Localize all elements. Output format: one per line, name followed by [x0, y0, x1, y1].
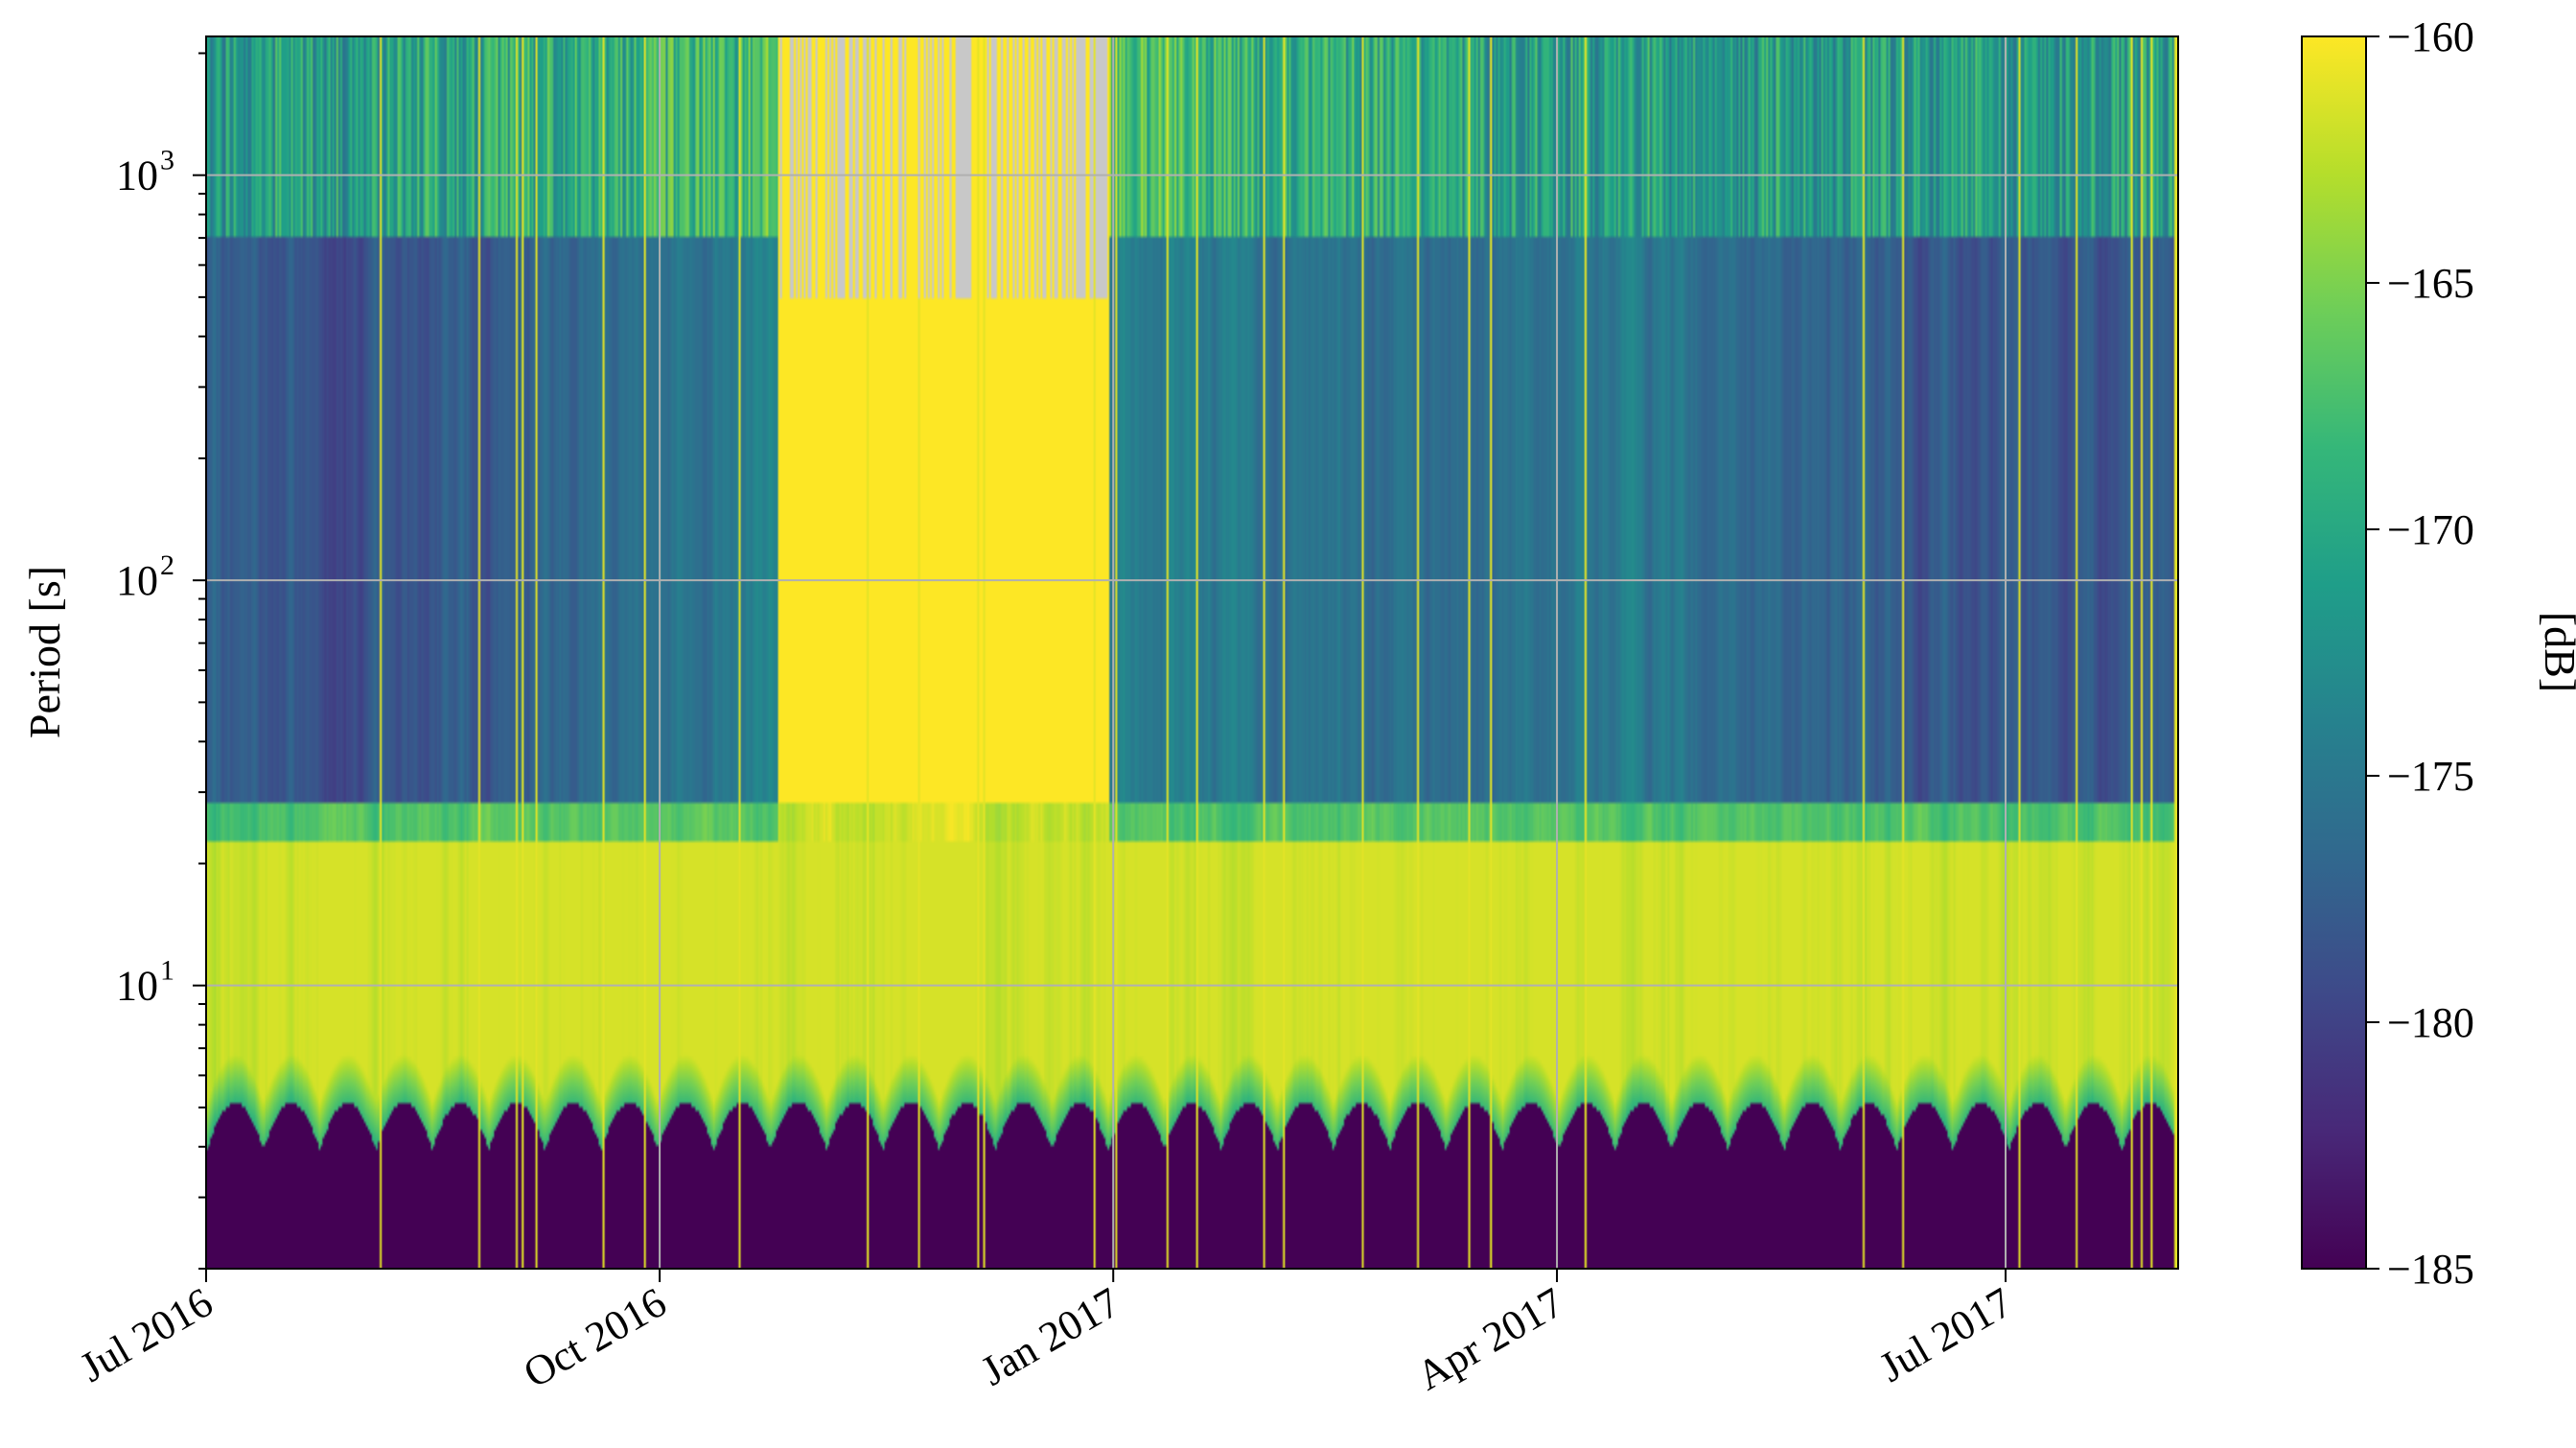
colorbar-tick-label: −180: [2387, 999, 2474, 1046]
y-tick-exponent: 1: [160, 955, 174, 987]
spectrogram-image: [206, 36, 2178, 1269]
colorbar-tick-label: −175: [2387, 753, 2474, 800]
colorbar-label: [dB]: [2536, 612, 2576, 692]
x-tick-label: Jul 2016: [72, 1278, 220, 1391]
y-tick-base: 10: [116, 963, 158, 1010]
colorbar: −160 −165 −170 −175 −180 −185 [dB]: [2301, 13, 2576, 1293]
y-axis-label: Period [s]: [20, 566, 69, 738]
y-tick-base: 10: [116, 557, 158, 604]
x-tick-label: Oct 2016: [516, 1278, 674, 1397]
y-tick-label: 10 1: [116, 955, 174, 1010]
spectrogram-heatmap: [206, 36, 2178, 1269]
y-tick-exponent: 2: [160, 549, 174, 581]
plot-frame: [205, 35, 2179, 1270]
y-tick-exponent: 3: [160, 145, 174, 176]
x-axis: Jul 2016 Oct 2016 Jan 2017 Apr 2017 Jul 2017: [72, 1269, 2020, 1399]
x-tick-label: Apr 2017: [1409, 1278, 1572, 1399]
y-tick-label: 10 2: [116, 549, 174, 604]
grid-lines: [206, 36, 2178, 1269]
colorbar-tick-label: −165: [2387, 260, 2474, 307]
x-tick-label: Jan 2017: [973, 1278, 1127, 1394]
x-tick-label: Jul 2017: [1871, 1278, 2020, 1391]
y-tick-base: 10: [116, 152, 158, 199]
colorbar-ticks: −160 −165 −170 −175 −180 −185: [2366, 13, 2474, 1293]
y-tick-label: 10 3: [116, 145, 174, 199]
colorbar-tick-label: −160: [2387, 13, 2474, 60]
colorbar-frame: [2301, 35, 2367, 1270]
colorbar-gradient: [2302, 36, 2366, 1269]
colorbar-tick-label: −170: [2387, 506, 2474, 553]
colorbar-tick-label: −185: [2387, 1246, 2474, 1293]
